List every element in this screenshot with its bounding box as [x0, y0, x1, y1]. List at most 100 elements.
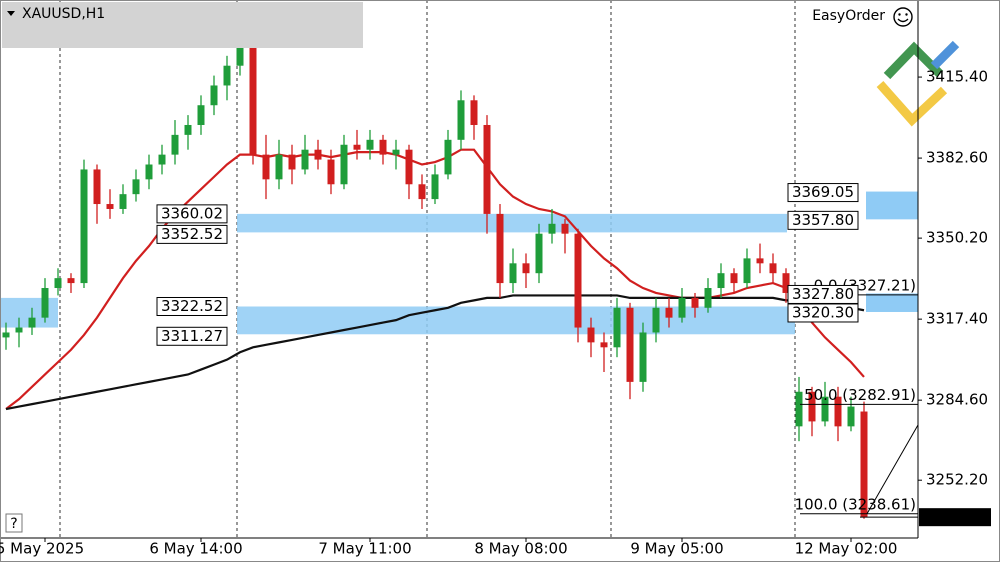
candle-body — [795, 391, 803, 427]
candle-body — [496, 213, 504, 284]
candle-body — [353, 144, 361, 150]
x-tick-label: 9 May 05:00 — [630, 540, 723, 558]
zone — [866, 293, 918, 312]
candle-body — [210, 85, 218, 106]
fib-label: 50.0 (3282.91) — [804, 386, 916, 404]
candle-body — [717, 273, 725, 289]
candle-body — [15, 327, 23, 333]
fib-anchor — [866, 424, 919, 515]
candle-body — [197, 105, 205, 125]
y-tick-label: 3350.20 — [926, 229, 988, 247]
candle-body — [483, 124, 491, 214]
x-tick-label: 5 May 2025 — [0, 540, 84, 558]
candle-body — [704, 288, 712, 308]
last-price-box — [919, 508, 991, 527]
candle-body — [249, 45, 257, 155]
dropdown-icon[interactable] — [7, 11, 15, 16]
candle-body — [626, 307, 634, 382]
zone — [237, 306, 795, 335]
candle-body — [847, 406, 855, 427]
candle-body — [262, 154, 270, 180]
candle-body — [444, 139, 452, 175]
candle-body — [223, 65, 231, 86]
candle-body — [821, 396, 829, 422]
candle-body — [301, 149, 309, 170]
x-tick-label: 12 May 02:00 — [795, 540, 898, 558]
candle-body — [600, 342, 608, 348]
y-tick-label: 3252.20 — [926, 471, 988, 489]
axes: 3415.40 3382.60 3350.20 3317.40 3284.60 3252.… — [0, 68, 991, 558]
fib-label: 100.0 (3238.61) — [795, 495, 916, 513]
price-label-box — [787, 183, 859, 203]
price-label-box — [787, 303, 859, 323]
candle-body — [340, 144, 348, 185]
price-label: 3322.52 — [161, 297, 223, 315]
candle-body — [548, 223, 556, 234]
plot-area: 0.0 (3327.21)50.0 (3282.91)100.0 (3238.6… — [0, 0, 919, 538]
candle-body — [743, 258, 751, 284]
candle-body — [860, 411, 868, 518]
price-label: 3320.30 — [792, 303, 854, 321]
candle-body — [392, 149, 400, 155]
candle-body — [145, 164, 153, 180]
price-label-box — [156, 224, 228, 244]
candle-body — [782, 273, 790, 293]
candle-body — [119, 194, 127, 209]
candle-body — [587, 327, 595, 343]
candle-body — [834, 396, 842, 427]
candle-body — [756, 258, 764, 264]
candle-body — [613, 307, 621, 348]
candle-body — [418, 184, 426, 200]
x-tick-label: 7 May 11:00 — [318, 540, 411, 558]
panel-label[interactable]: EasyOrder — [812, 8, 885, 24]
help-label[interactable]: ? — [10, 516, 17, 532]
candle-body — [509, 263, 517, 284]
candle-body — [652, 307, 660, 333]
candle-body — [288, 154, 296, 170]
symbol-box — [2, 2, 363, 48]
price-label-box — [787, 284, 859, 304]
candle-body — [431, 174, 439, 200]
zone — [237, 213, 787, 233]
moving-average — [5, 294, 865, 411]
price-label: 3357.80 — [792, 211, 854, 229]
candle-body — [93, 169, 101, 205]
candle-body — [769, 263, 777, 274]
candle-body — [457, 100, 465, 140]
candle-body — [691, 297, 699, 308]
candle-body — [522, 263, 530, 274]
price-label-box — [787, 210, 859, 230]
zone — [866, 191, 918, 220]
candle-body — [808, 391, 816, 422]
price-label: 3360.02 — [161, 204, 223, 222]
y-tick-label: 3382.60 — [926, 149, 988, 167]
candle-body — [132, 179, 140, 195]
candle-body — [80, 169, 88, 284]
symbol-label[interactable]: XAUUSD,H1 — [22, 6, 105, 22]
candle-body — [470, 100, 478, 125]
last-price-label: 3237.23 — [925, 508, 987, 526]
y-tick-label: 3415.40 — [926, 68, 988, 86]
price-label: 3327.80 — [792, 285, 854, 303]
candle-body — [405, 149, 413, 185]
candle-body — [106, 204, 114, 209]
logo — [876, 40, 960, 127]
candle-body — [730, 273, 738, 284]
candle-body — [379, 139, 387, 155]
help-box[interactable] — [5, 513, 23, 533]
candle-body — [678, 297, 686, 318]
candle-body — [158, 154, 166, 165]
candle-body — [327, 159, 335, 185]
candle-body — [275, 154, 283, 180]
x-tick-label: 8 May 08:00 — [474, 540, 567, 558]
y-tick-label: 3317.40 — [926, 310, 988, 328]
candle-body — [561, 223, 569, 234]
candle-body — [2, 332, 10, 338]
candle-body — [366, 139, 374, 150]
price-label: 3352.52 — [161, 225, 223, 243]
smiley-icon[interactable] — [893, 7, 913, 27]
candle-body — [67, 278, 75, 284]
x-tick-label: 6 May 14:00 — [149, 540, 242, 558]
candle-body — [54, 278, 62, 289]
price-label-box — [156, 204, 228, 224]
